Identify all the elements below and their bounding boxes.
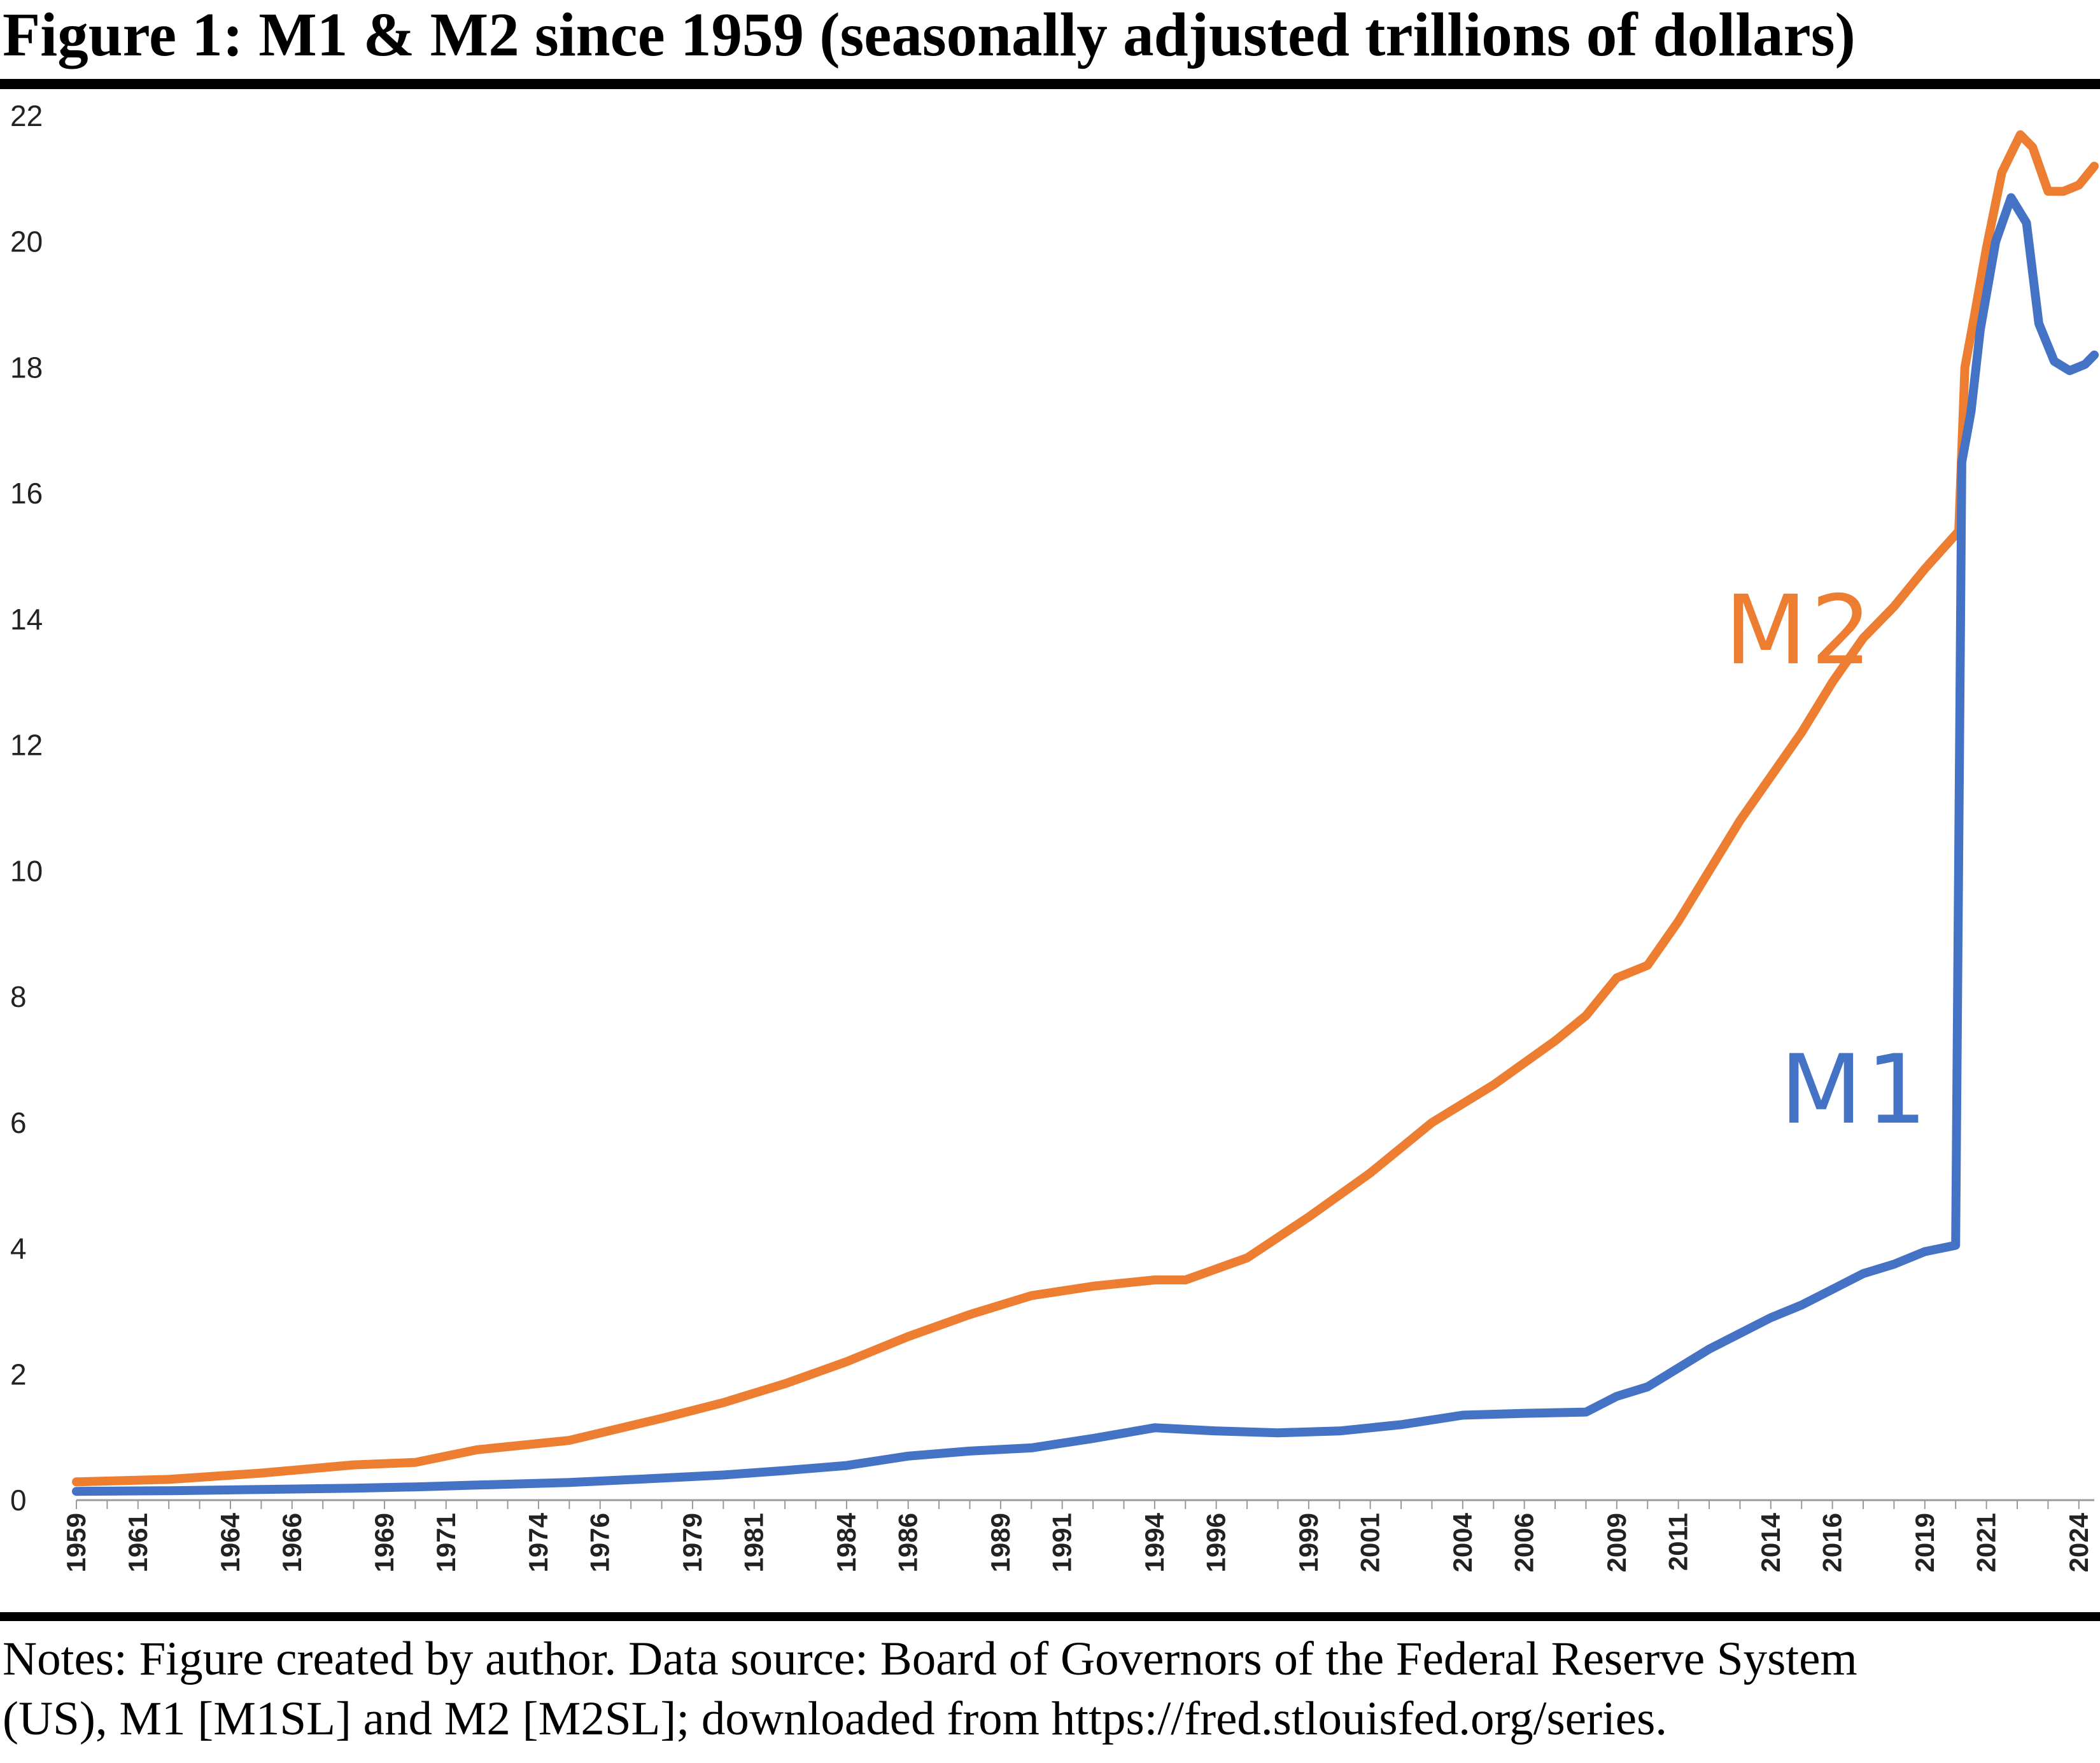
x-tick-label: 1959 <box>61 1513 91 1572</box>
bottom-rule <box>0 1612 2100 1621</box>
notes-line-1: Notes: Figure created by author. Data so… <box>3 1633 1857 1685</box>
series-layer <box>72 130 2099 1496</box>
notes-line-2: (US), M1 [M1SL] and M2 [M2SL]; downloade… <box>3 1692 1668 1745</box>
x-tick-label: 1961 <box>123 1513 153 1572</box>
x-tick-label: 2014 <box>1756 1512 1786 1572</box>
x-tick-label: 1999 <box>1293 1513 1323 1572</box>
y-tick-label: 4 <box>10 1232 27 1265</box>
x-tick-label: 1979 <box>677 1513 707 1572</box>
x-tick-label: 1976 <box>585 1513 615 1572</box>
y-tick-label: 18 <box>10 351 43 384</box>
x-tick-label: 2021 <box>1971 1513 2001 1572</box>
x-tick-label: 2009 <box>1602 1513 1631 1572</box>
chart-canvas: 0 2 4 6 8 10 12 14 16 18 20 22 1959 1961 1964 1966 1969 1… <box>10 99 2099 1572</box>
y-tick-label: 20 <box>10 225 43 258</box>
x-tick-label: 1996 <box>1201 1513 1231 1572</box>
y-tick-label: 10 <box>10 854 43 887</box>
y-tick-label: 22 <box>10 99 43 132</box>
y-tick-label: 12 <box>10 729 43 762</box>
y-tick-label: 16 <box>10 477 43 510</box>
top-rule <box>0 79 2100 89</box>
annotation-m1: M1 <box>1780 1035 1931 1146</box>
x-tick-label: 1974 <box>523 1512 553 1572</box>
x-tick-label: 2001 <box>1355 1513 1385 1572</box>
figure-notes: Notes: Figure created by author. Data so… <box>3 1629 2097 1749</box>
annotation-layer: M2 M1 <box>1724 575 1931 1146</box>
x-tick-label: 1966 <box>277 1513 307 1572</box>
annotation-m2: M2 <box>1724 575 1875 686</box>
x-tick-label: 1986 <box>893 1513 923 1572</box>
x-tick-label: 1994 <box>1139 1512 1169 1572</box>
y-tick-label: 6 <box>10 1106 27 1139</box>
x-tick-label: 1984 <box>831 1512 861 1572</box>
x-tick-label: 1981 <box>739 1513 769 1572</box>
x-tick-label: 1991 <box>1047 1513 1077 1572</box>
x-tick-label: 2019 <box>1910 1513 1940 1572</box>
series-line-m2 <box>72 130 2099 1487</box>
money-supply-chart: 0 2 4 6 8 10 12 14 16 18 20 22 1959 1961 1964 1966 1969 1… <box>0 89 2100 1612</box>
x-tick-label: 2016 <box>1817 1513 1847 1572</box>
x-tick-label: 1989 <box>985 1513 1015 1572</box>
x-tick-label: 1971 <box>431 1513 461 1572</box>
x-tick-label: 1964 <box>215 1512 245 1572</box>
x-tick-label: 2006 <box>1509 1513 1539 1572</box>
x-tick-label: 2024 <box>2064 1512 2094 1572</box>
figure-title: Figure 1: M1 & M2 since 1959 (seasonally… <box>3 1 1856 69</box>
series-line-m1 <box>72 193 2099 1496</box>
axes-layer: 0 2 4 6 8 10 12 14 16 18 20 22 1959 1961 1964 1966 1969 1… <box>10 99 2094 1572</box>
x-tick-label: 2004 <box>1448 1512 1477 1572</box>
y-tick-label: 0 <box>10 1484 27 1517</box>
x-tick-label: 2011 <box>1663 1513 1693 1571</box>
y-tick-label: 8 <box>10 980 27 1013</box>
x-tick-label: 1969 <box>369 1513 399 1572</box>
y-tick-label: 2 <box>10 1358 27 1391</box>
y-tick-label: 14 <box>10 603 43 636</box>
